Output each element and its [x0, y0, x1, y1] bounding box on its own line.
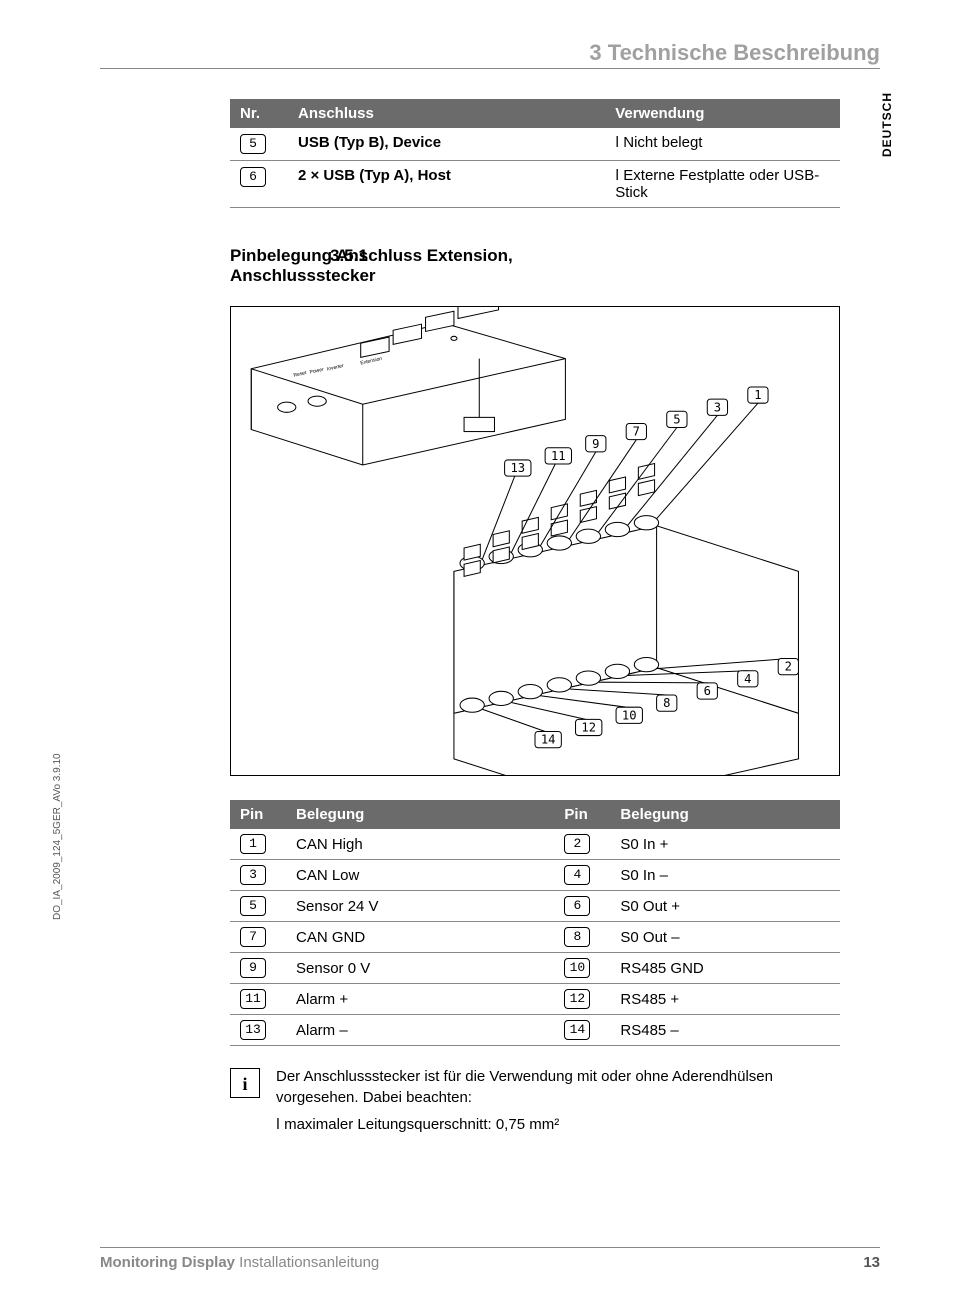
- svg-text:2: 2: [785, 660, 792, 674]
- pin-label: Alarm –: [286, 1015, 554, 1046]
- svg-text:6: 6: [704, 684, 711, 698]
- pin-row: 9 Sensor 0 V 10 RS485 GND: [230, 953, 840, 984]
- svg-text:13: 13: [510, 461, 525, 475]
- anschluss-cell: 2 × USB (Typ A), Host: [288, 161, 605, 208]
- pin-label: RS485 –: [610, 1015, 840, 1046]
- table-row: 5 USB (Typ B), Device ǀ Nicht belegt: [230, 128, 840, 161]
- language-tab: DEUTSCH: [880, 92, 894, 157]
- pin-number: 10: [564, 958, 590, 978]
- svg-text:9: 9: [592, 437, 599, 451]
- svg-text:3: 3: [714, 400, 721, 414]
- svg-text:7: 7: [633, 425, 640, 439]
- pin-number: 14: [564, 1020, 590, 1040]
- pin-number: 3: [240, 865, 266, 885]
- col-anschluss: Anschluss: [288, 99, 605, 128]
- col-nr: Nr.: [230, 99, 288, 128]
- pin-row: 7 CAN GND 8 S0 Out –: [230, 922, 840, 953]
- pin-row: 1 CAN High 2 S0 In +: [230, 829, 840, 860]
- svg-text:10: 10: [622, 708, 637, 722]
- pin-number: 8: [564, 927, 590, 947]
- pin-label: S0 In +: [610, 829, 840, 860]
- pin-label: S0 Out –: [610, 922, 840, 953]
- table-row: 6 2 × USB (Typ A), Host ǀ Externe Festpl…: [230, 161, 840, 208]
- verwendung-cell: ǀ Externe Festplatte oder USB-Stick: [605, 161, 840, 208]
- footer-subtitle: Installationsanleitung: [239, 1254, 379, 1271]
- pin-number: 6: [240, 167, 266, 187]
- svg-text:5: 5: [673, 412, 680, 426]
- pin-row: 11 Alarm + 12 RS485 +: [230, 984, 840, 1015]
- chapter-title: 3 Technische Beschreibung: [100, 40, 880, 66]
- pin-label: CAN GND: [286, 922, 554, 953]
- pin-number: 13: [240, 1020, 266, 1040]
- info-icon: i: [230, 1068, 260, 1098]
- pin-label: CAN High: [286, 829, 554, 860]
- page-number: 13: [863, 1254, 880, 1271]
- footer-product: Monitoring Display: [100, 1254, 235, 1271]
- pin-number: 12: [564, 989, 590, 1009]
- col-verwendung: Verwendung: [605, 99, 840, 128]
- pin-number: 5: [240, 134, 266, 154]
- doc-code: DO_IA_2009_124_5GER_AVo 3.9.10: [52, 753, 63, 920]
- svg-text:8: 8: [663, 696, 670, 710]
- pin-number: 5: [240, 896, 266, 916]
- note-text: Der Anschlussstecker ist für die Verwend…: [276, 1066, 840, 1108]
- pin-row: 5 Sensor 24 V 6 S0 Out +: [230, 891, 840, 922]
- svg-text:12: 12: [581, 721, 596, 735]
- pin-diagram: Reset Power Inverter Extension: [230, 306, 840, 776]
- pin-label: RS485 +: [610, 984, 840, 1015]
- pin-label: S0 Out +: [610, 891, 840, 922]
- svg-text:11: 11: [551, 449, 566, 463]
- pin-row: 3 CAN Low 4 S0 In –: [230, 860, 840, 891]
- pin-table: Pin Belegung Pin Belegung 1 CAN High 2 S0 I…: [230, 800, 840, 1046]
- pin-label: Sensor 0 V: [286, 953, 554, 984]
- connector-table: Nr. Anschluss Verwendung 5 USB (Typ B), …: [230, 99, 840, 208]
- pin-label: Alarm +: [286, 984, 554, 1015]
- col-pin: Pin: [230, 800, 286, 829]
- top-divider: [100, 68, 880, 69]
- pin-number: 9: [240, 958, 266, 978]
- pin-label: RS485 GND: [610, 953, 840, 984]
- verwendung-cell: ǀ Nicht belegt: [605, 128, 840, 161]
- pin-number: 4: [564, 865, 590, 885]
- pin-label: Sensor 24 V: [286, 891, 554, 922]
- section-title: Pinbelegung Anschluss Extension, Anschlu…: [230, 246, 840, 286]
- pin-row: 13 Alarm – 14 RS485 –: [230, 1015, 840, 1046]
- anschluss-cell: USB (Typ B), Device: [288, 128, 605, 161]
- svg-text:14: 14: [541, 733, 556, 747]
- svg-text:1: 1: [754, 388, 761, 402]
- pin-label: CAN Low: [286, 860, 554, 891]
- pin-number: 1: [240, 834, 266, 854]
- pin-number: 7: [240, 927, 266, 947]
- page-footer: Monitoring Display Installationsanleitun…: [100, 1247, 880, 1271]
- info-note: i Der Anschlussstecker ist für die Verwe…: [230, 1066, 840, 1141]
- svg-text:4: 4: [744, 672, 751, 686]
- col-belegung: Belegung: [286, 800, 554, 829]
- note-bullet: maximaler Leitungsquerschnitt: 0,75 mm²: [276, 1114, 840, 1135]
- col-belegung: Belegung: [610, 800, 840, 829]
- pin-number: 11: [240, 989, 266, 1009]
- pin-label: S0 In –: [610, 860, 840, 891]
- pin-number: 6: [564, 896, 590, 916]
- section-number: 3.5.1: [330, 246, 368, 266]
- pin-number: 2: [564, 834, 590, 854]
- col-pin: Pin: [554, 800, 610, 829]
